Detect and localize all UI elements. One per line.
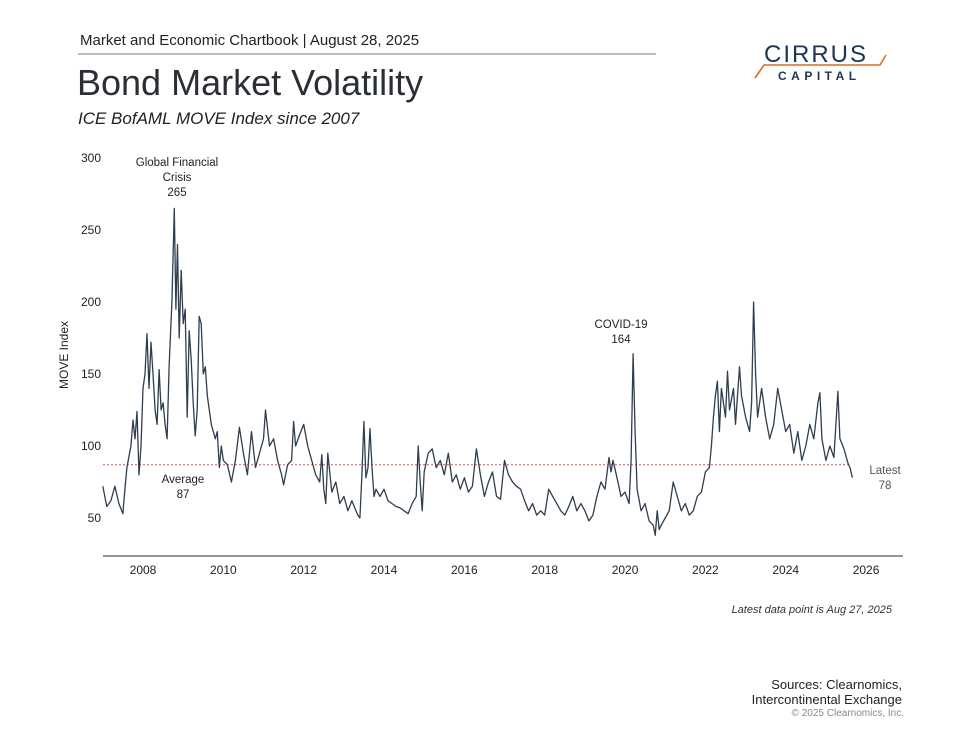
average-value-label: 87 (177, 489, 190, 501)
sources-line2: Intercontinental Exchange (751, 692, 902, 707)
chartbook-header: Market and Economic Chartbook | August 2… (80, 32, 420, 49)
x-tick-label: 2008 (130, 563, 157, 577)
x-tick-label: 2020 (612, 563, 639, 577)
x-tick-label: 2018 (531, 563, 558, 577)
sources: Sources: Clearnomics, Intercontinental Ex… (752, 677, 902, 707)
y-tick-label: 250 (81, 223, 101, 237)
page-title: Bond Market Volatility (77, 62, 424, 103)
y-tick-label: 50 (88, 511, 102, 525)
move-index-line (102, 207, 854, 536)
y-tick-label: 150 (81, 367, 101, 381)
header-divider (78, 53, 656, 55)
annotation-label: 78 (879, 480, 892, 492)
y-axis-label: MOVE Index (57, 321, 71, 389)
cirrus-capital-logo: CIRRUS CAPITAL (754, 41, 887, 83)
annotation-label: Global Financial (136, 157, 218, 169)
annotation-label: 164 (611, 334, 631, 346)
logo-line1: CIRRUS (764, 41, 868, 68)
logo-line2: CAPITAL (778, 69, 861, 83)
y-tick-label: 100 (81, 439, 101, 453)
x-tick-label: 2022 (692, 563, 719, 577)
copyright: © 2025 Clearnomics, Inc. (791, 708, 904, 719)
x-tick-label: 2026 (853, 563, 880, 577)
annotation-label: COVID-19 (594, 319, 647, 331)
y-tick-label: 300 (81, 151, 101, 165)
page-subtitle: ICE BofAML MOVE Index since 2007 (78, 109, 360, 128)
x-axis: 2008 2010 2012 2014 2016 2018 2020 2022 2024 2026 (103, 555, 903, 577)
x-tick-label: 2016 (451, 563, 478, 577)
annotation-label: Crisis (163, 172, 192, 184)
x-tick-label: 2014 (371, 563, 398, 577)
x-tick-label: 2012 (290, 563, 317, 577)
annotation-label: 265 (167, 187, 186, 199)
latest-data-note: Latest data point is Aug 27, 2025 (731, 604, 892, 616)
sources-line1: Sources: Clearnomics, (771, 677, 902, 692)
x-tick-label: 2010 (210, 563, 237, 577)
x-tick-label: 2024 (772, 563, 799, 577)
annotations: Global Financial Crisis 265 COVID-19 164 Late… (136, 157, 902, 501)
average-label: Average (162, 474, 205, 486)
y-axis: 50 100 150 200 250 300 (81, 151, 101, 525)
annotation-label: Latest (869, 465, 901, 477)
y-tick-label: 200 (81, 295, 101, 309)
logo-swoosh (754, 54, 887, 79)
